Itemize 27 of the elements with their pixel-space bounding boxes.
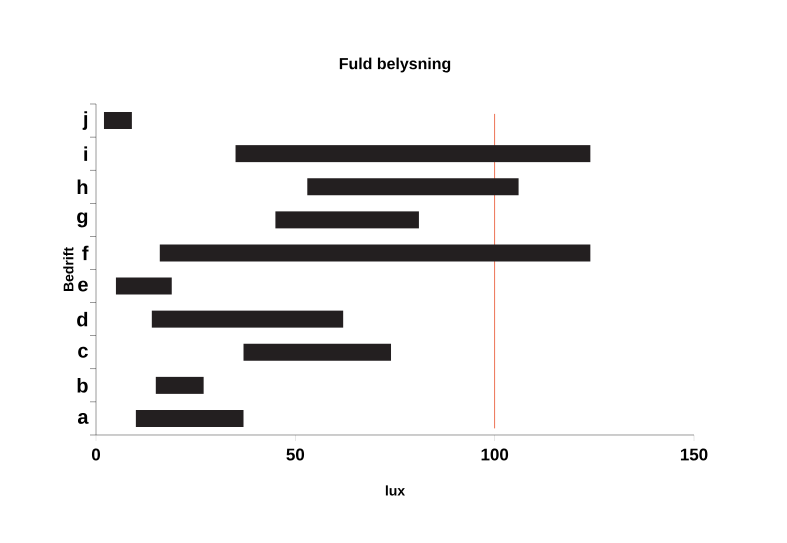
- bar: [160, 244, 590, 262]
- x-tick-label: 100: [482, 448, 508, 461]
- x-tick-label: 50: [286, 448, 304, 461]
- x-tick-label: 150: [680, 448, 708, 461]
- bar: [275, 211, 419, 228]
- bar: [136, 410, 244, 427]
- bar: [236, 145, 590, 162]
- y-tick-label: h: [78, 180, 88, 194]
- y-tick-label: f: [82, 246, 89, 260]
- y-tick-label: e: [78, 280, 88, 292]
- bar: [244, 344, 392, 361]
- x-tick-label: 0: [92, 448, 100, 461]
- bar: [152, 310, 344, 328]
- x-axis-title: lux: [386, 485, 405, 496]
- y-tick-label: a: [78, 412, 89, 424]
- y-tick-label: g: [77, 212, 88, 228]
- bar: [116, 278, 172, 295]
- bar: [104, 112, 132, 130]
- y-tick-label: d: [77, 312, 88, 326]
- y-tick-label: c: [78, 346, 88, 358]
- y-tick-label: i: [84, 146, 88, 161]
- bar: [307, 178, 519, 196]
- bar: [156, 376, 204, 394]
- y-tick-label: j: [82, 111, 88, 130]
- y-tick-label: b: [78, 378, 88, 393]
- chart-title: Fuld belysning: [340, 58, 450, 72]
- y-axis-title: Bedrift: [63, 247, 74, 292]
